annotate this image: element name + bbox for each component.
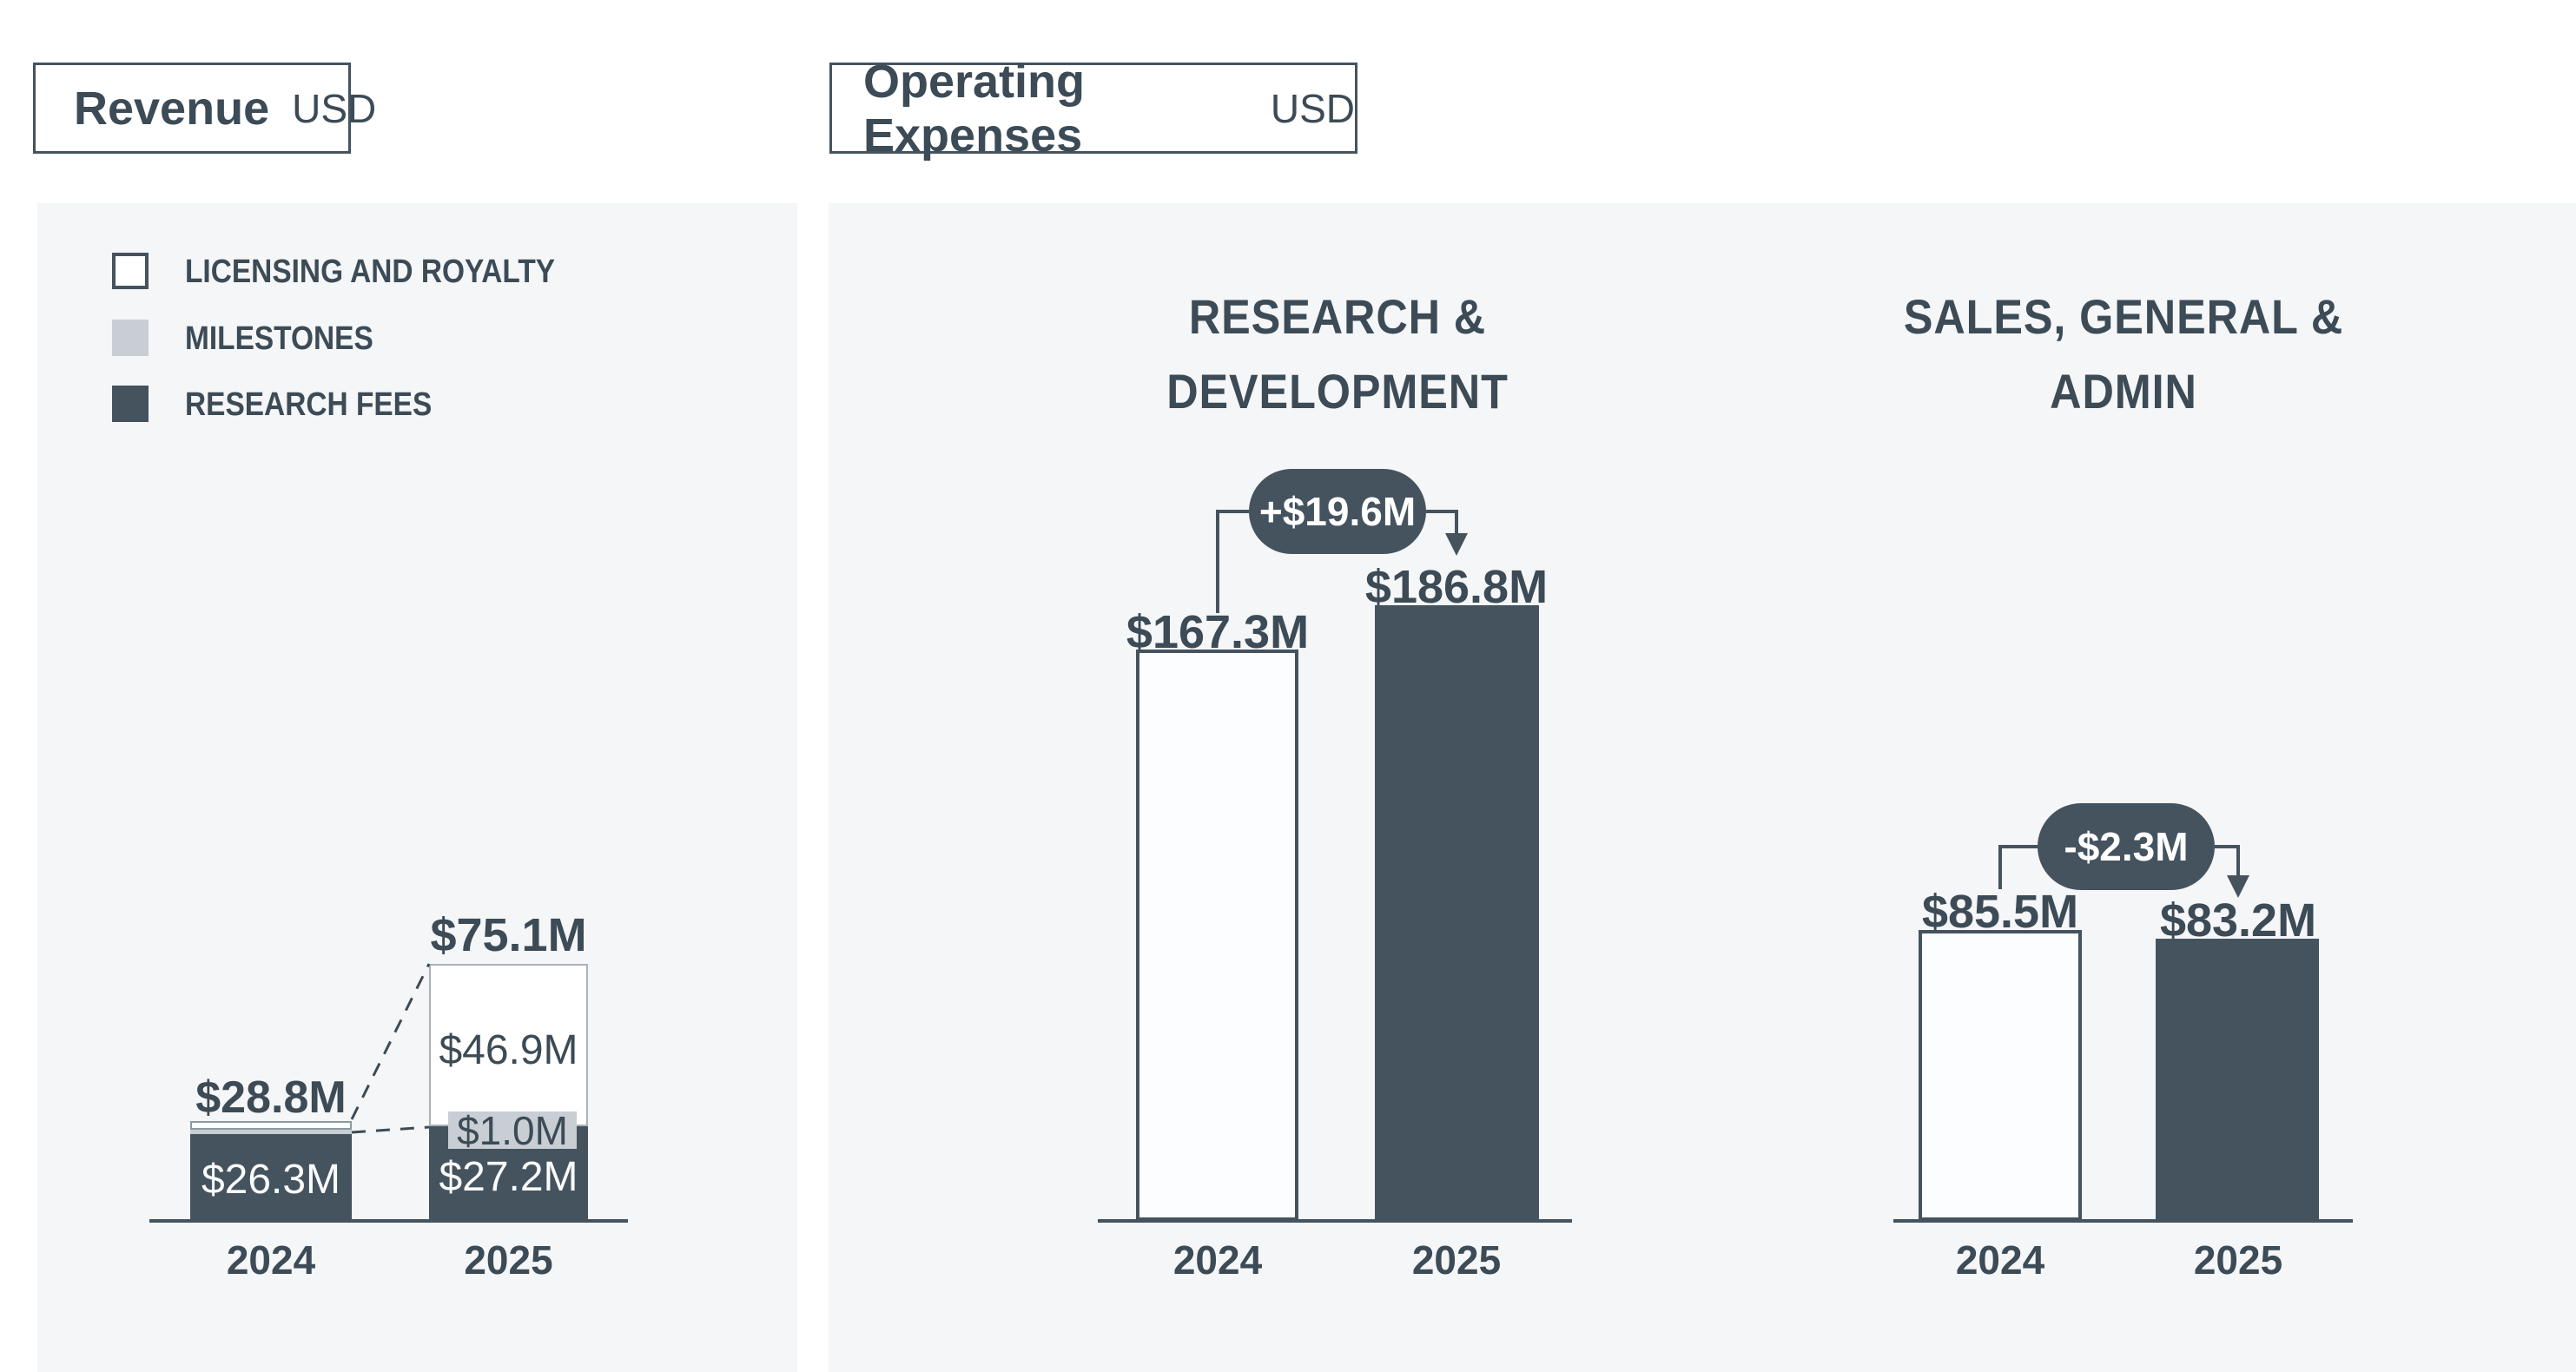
legend-swatch-milestones[interactable] [112,320,149,356]
rnd-change-callout: +$19.6M [1249,469,1426,554]
legend-label-licensing[interactable]: LICENSING AND ROYALTY [185,254,556,290]
sga-2025-bar[interactable] [2156,939,2319,1221]
rnd-x-axis [1098,1219,1572,1223]
revenue-2025-milestones-segment[interactable]: $1.0M [448,1108,577,1153]
rnd-change-label: +$19.6M [1258,489,1417,534]
sga-section-title: SALES, GENERAL & ADMIN [1889,280,2358,429]
sga-2025-axis-label: 2025 [2193,1237,2283,1283]
revenue-2024-total-label: $28.8M [195,1072,347,1123]
rnd-2024-axis-label: 2024 [1172,1237,1263,1283]
revenue-currency-label: USD [292,85,377,131]
revenue-2025-axis-label: 2025 [464,1237,553,1283]
revenue-2024-axis-label: 2024 [226,1237,316,1283]
operating-expenses-title: Operating Expenses [863,55,1086,162]
revenue-2025-milestones-label: $1.0M [457,1107,568,1153]
revenue-x-axis [149,1219,628,1223]
revenue-2025-total-label: $75.1M [430,909,587,961]
rnd-2025-value-label: $186.8M [1364,561,1549,613]
legend-swatch-research-fees[interactable] [112,386,149,422]
operating-expenses-header-box[interactable]: Operating Expenses USD [829,56,1357,162]
revenue-2025-licensing-label: $46.9M [439,1027,578,1073]
sga-title-line2: ADMIN [2050,364,2197,419]
revenue-2024-research-fees-segment[interactable] [190,1134,352,1221]
sga-change-label: -$2.3M [2064,824,2189,869]
rnd-2025-axis-label: 2025 [1411,1237,1502,1283]
sga-change-callout: -$2.3M [2038,803,2215,890]
sga-title-line1: SALES, GENERAL & [1903,289,2344,344]
sga-x-axis [1893,1219,2353,1223]
legend-label-research-fees[interactable]: RESEARCH FEES [185,386,433,423]
revenue-2024-milestones-segment[interactable] [190,1130,352,1134]
revenue-header-box[interactable]: Revenue USD [33,63,376,154]
operating-expenses-currency-label: USD [1270,85,1355,131]
rnd-section-title: RESEARCH & DEVELOPMENT [1103,280,1572,429]
revenue-2024-research-fees-label: $26.3M [201,1157,341,1203]
revenue-2025-research-fees-label: $27.2M [439,1154,578,1200]
rnd-title-line2: DEVELOPMENT [1166,364,1509,419]
rnd-2025-bar[interactable] [1375,605,1539,1221]
revenue-title: Revenue [74,82,270,135]
revenue-panel [37,203,797,1372]
legend-swatch-licensing[interactable] [112,253,149,289]
rnd-2024-bar[interactable] [1136,650,1298,1221]
revenue-2024-licensing-segment[interactable] [190,1121,352,1130]
sga-2024-axis-label: 2024 [1955,1237,2045,1283]
sga-2024-bar[interactable] [1919,930,2082,1221]
rnd-title-line1: RESEARCH & [1188,289,1487,344]
sga-2024-value-label: $85.5M [1921,886,2079,938]
legend-label-milestones[interactable]: MILESTONES [185,320,373,357]
sga-2025-value-label: $83.2M [2159,894,2317,947]
